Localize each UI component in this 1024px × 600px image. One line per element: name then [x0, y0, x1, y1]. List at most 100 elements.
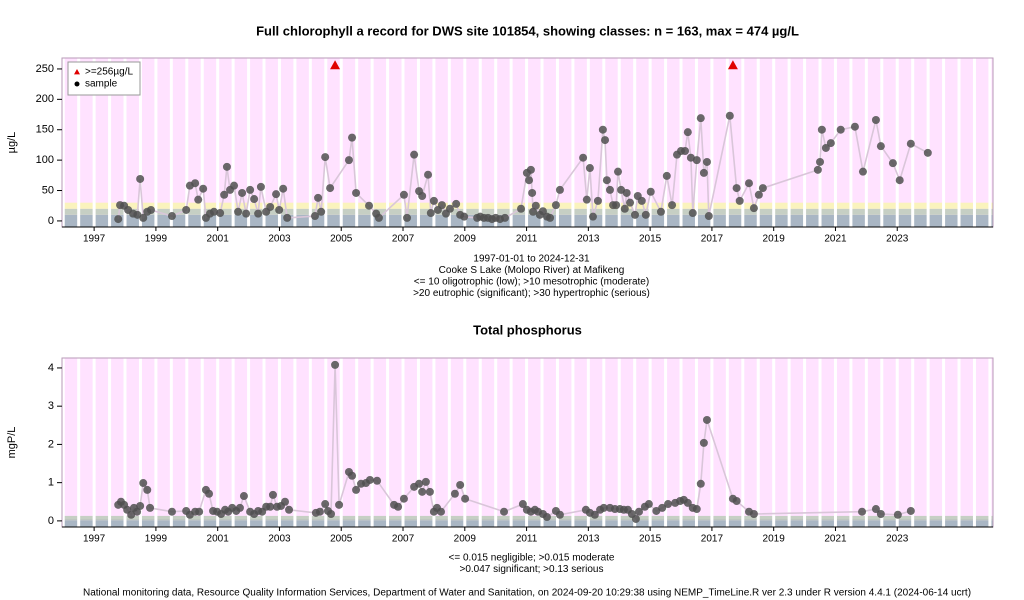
- sample-point: [555, 185, 564, 194]
- sample-point: [205, 489, 214, 498]
- sample-point: [599, 503, 608, 512]
- sample-point: [696, 479, 705, 488]
- chart-note: >0.047 significant; >0.13 serious: [460, 564, 604, 575]
- y-axis-label: µg/L: [6, 132, 18, 154]
- sample-point: [399, 190, 408, 199]
- sample-point: [906, 139, 915, 148]
- y-tick-label: 100: [36, 154, 54, 166]
- sample-point: [658, 503, 667, 512]
- offscale-marker: [727, 60, 738, 70]
- sample-point: [399, 494, 408, 503]
- x-tick-label: 2005: [330, 534, 353, 545]
- y-tick-label: 1: [48, 477, 54, 489]
- sample-point: [626, 198, 635, 207]
- sample-point: [279, 184, 288, 193]
- y-tick-label: 4: [48, 362, 54, 374]
- chart-note: >20 eutrophic (significant); >30 hypertr…: [413, 288, 650, 299]
- sample-point: [437, 201, 446, 210]
- offscale-marker: [330, 60, 341, 70]
- sample-point: [127, 510, 136, 519]
- x-tick-label: 2001: [207, 534, 230, 545]
- x-tick-label: 2019: [763, 234, 786, 245]
- sample-point: [602, 176, 611, 185]
- sample-point: [876, 510, 885, 518]
- sample-point: [821, 143, 830, 152]
- sample-point: [452, 199, 461, 208]
- sample-point: [528, 188, 537, 197]
- sample-point: [418, 191, 427, 200]
- sample-point: [542, 513, 551, 522]
- sample-point: [445, 204, 454, 213]
- x-tick-label: 2013: [577, 534, 600, 545]
- sample-point: [893, 510, 902, 519]
- sample-point: [579, 153, 588, 162]
- chart-note: <= 10 oligotrophic (low); >10 mesotrophi…: [414, 277, 649, 288]
- sample-point: [114, 215, 123, 224]
- legend-marker: [74, 81, 80, 87]
- sample-point: [888, 159, 897, 168]
- sample-point: [555, 510, 564, 519]
- sample-point: [326, 184, 335, 193]
- sample-point: [551, 201, 560, 210]
- sample-point: [242, 209, 251, 218]
- y-tick-label: 200: [36, 93, 54, 105]
- sample-point: [668, 201, 677, 210]
- sample-point: [321, 500, 330, 509]
- sample-point: [235, 503, 244, 512]
- sample-point: [460, 212, 469, 221]
- sample-point: [850, 122, 859, 131]
- sample-point: [735, 196, 744, 205]
- sample-point: [310, 212, 319, 221]
- x-tick-label: 2003: [268, 534, 291, 545]
- y-tick-label: 0: [48, 515, 54, 527]
- x-tick-label: 2015: [639, 534, 662, 545]
- sample-point: [256, 182, 265, 191]
- sample-point: [620, 204, 629, 213]
- x-tick-label: 2001: [207, 234, 230, 245]
- x-tick-label: 1997: [83, 534, 106, 545]
- x-tick-label: 2019: [763, 534, 786, 545]
- sample-point: [167, 212, 176, 221]
- sample-point: [702, 415, 711, 424]
- x-tick-label: 2003: [268, 234, 291, 245]
- sample-point: [681, 147, 690, 156]
- legend-label: >=256µg/L: [85, 67, 133, 78]
- sample-point: [450, 489, 459, 498]
- sample-point: [598, 125, 607, 134]
- sample-point: [644, 500, 653, 509]
- sample-point: [418, 487, 427, 496]
- y-tick-label: 3: [48, 400, 54, 412]
- sample-point: [139, 213, 148, 222]
- sample-point: [692, 156, 701, 165]
- sample-point: [348, 133, 357, 142]
- sample-point: [222, 162, 231, 171]
- x-tick-label: 2011: [516, 534, 538, 545]
- x-tick-label: 2013: [577, 234, 600, 245]
- sample-point: [220, 190, 229, 199]
- sample-point: [403, 213, 412, 222]
- sample-point: [421, 477, 430, 486]
- sample-point: [652, 506, 661, 515]
- sample-point: [461, 494, 470, 503]
- sample-point: [871, 505, 880, 514]
- x-tick-label: 2021: [824, 234, 847, 245]
- sample-point: [321, 153, 330, 162]
- chart-note: <= 0.015 negligible; >0.015 moderate: [449, 553, 615, 564]
- y-tick-label: 0: [48, 215, 54, 227]
- x-tick-label: 2007: [392, 534, 415, 545]
- sample-point: [139, 479, 148, 488]
- sample-point: [136, 174, 145, 183]
- sample-point: [424, 170, 433, 179]
- sample-point: [605, 185, 614, 194]
- sample-point: [725, 111, 734, 120]
- sample-point: [167, 507, 176, 516]
- y-tick-label: 2: [48, 438, 54, 450]
- sample-point: [758, 184, 767, 193]
- sample-point: [754, 190, 763, 199]
- sample-point: [415, 479, 424, 488]
- sample-point: [662, 171, 671, 180]
- sample-point: [836, 125, 845, 134]
- sample-point: [285, 505, 294, 514]
- sample-point: [546, 213, 555, 222]
- sample-point: [182, 205, 191, 214]
